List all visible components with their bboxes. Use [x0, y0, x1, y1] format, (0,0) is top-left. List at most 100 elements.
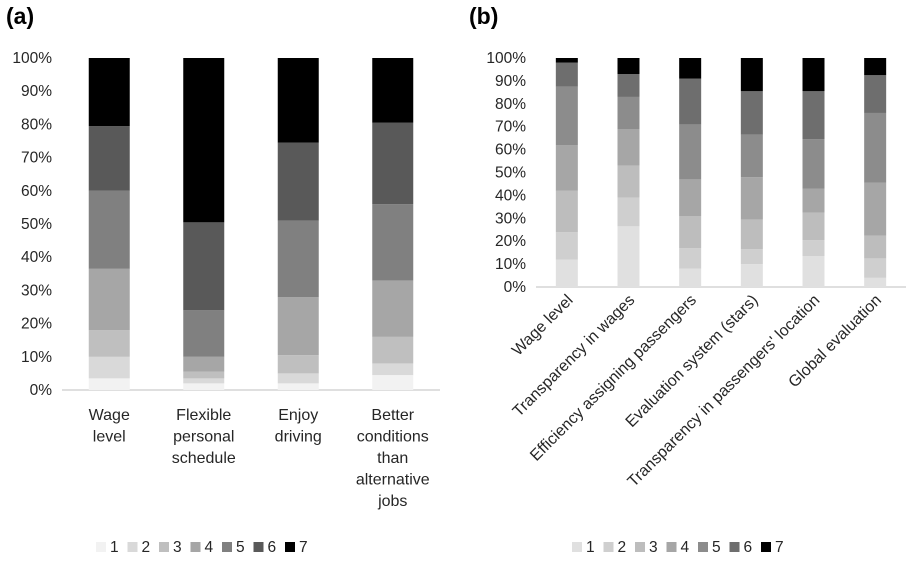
bar-segment-5	[802, 139, 825, 189]
bar-segment-1	[679, 268, 702, 287]
bar-segment-1	[740, 264, 763, 287]
bar-segment-4	[679, 179, 702, 217]
y-tick-label: 20%	[495, 233, 526, 250]
y-tick-label: 80%	[21, 116, 52, 133]
bar-segment-5	[864, 112, 887, 183]
y-tick-label: 70%	[21, 150, 52, 167]
legend-swatch	[285, 542, 295, 552]
bar-segment-3	[88, 330, 130, 357]
bar-segment-4	[183, 356, 225, 372]
y-tick-label: 60%	[21, 183, 52, 200]
chart-b: 0% 10% 20% 30% 40% 50% 60% 70% 80% 90% 100% Wage le…	[486, 50, 906, 556]
bar-segment-3	[802, 212, 825, 241]
y-tick-label: 90%	[495, 73, 526, 90]
bar-segment-2	[277, 373, 319, 384]
bar-segment-7	[372, 58, 414, 123]
bar-segment-6	[617, 74, 640, 97]
bar-segment-5	[740, 134, 763, 178]
x-category-label: than	[377, 450, 408, 467]
legend-swatch	[635, 542, 645, 552]
legend-label: 3	[173, 539, 182, 556]
panel-b-label: (b)	[469, 3, 498, 29]
bar-segment-1	[277, 383, 319, 390]
y-tick-label: 0%	[504, 279, 527, 296]
legend-label: 1	[586, 539, 595, 556]
bar-segment-6	[740, 91, 763, 135]
y-tick-label: 60%	[495, 142, 526, 159]
bar-segment-2	[555, 232, 578, 260]
x-category-label: jobs	[377, 493, 407, 510]
bar-segment-1	[183, 383, 225, 390]
bar-segment-3	[277, 355, 319, 374]
bar-segment-5	[372, 204, 414, 281]
y-tick-label: 40%	[495, 187, 526, 204]
bar-segment-5	[88, 190, 130, 269]
bar-segment-7	[864, 58, 887, 76]
bar-segment-6	[679, 78, 702, 125]
x-category-label: personal	[173, 429, 234, 446]
legend-label: 5	[236, 539, 245, 556]
bar-segment-1	[555, 259, 578, 287]
bar-segment-7	[277, 58, 319, 143]
bar-segment-2	[802, 240, 825, 257]
bar-segment-2	[864, 258, 887, 278]
legend-label: 7	[299, 539, 308, 556]
legend-swatch	[159, 542, 169, 552]
bar-segment-1	[864, 277, 887, 287]
x-category-label: conditions	[357, 429, 429, 446]
legend-label: 4	[205, 539, 214, 556]
x-category-label: Flexible	[176, 407, 231, 424]
x-category-label: level	[93, 429, 126, 446]
bar-segment-4	[802, 188, 825, 213]
bar-segment-7	[679, 58, 702, 79]
y-tick-label: 30%	[21, 282, 52, 299]
legend-swatch	[729, 542, 740, 552]
bar-segment-6	[277, 142, 319, 221]
x-category-label: schedule	[172, 450, 236, 467]
bar-segment-3	[555, 190, 578, 233]
x-category-label: Enjoy	[278, 407, 318, 424]
bar-segment-4	[617, 128, 640, 166]
legend-swatch	[698, 542, 708, 552]
legend-label: 4	[681, 539, 690, 556]
bar-segment-4	[555, 145, 578, 191]
legend-swatch	[222, 542, 232, 552]
bar-segment-1	[802, 256, 825, 287]
bar-segment-1	[617, 226, 640, 287]
bar-segment-7	[555, 58, 578, 63]
bar-segment-3	[679, 216, 702, 249]
legend-label: 7	[775, 539, 784, 556]
legend-swatch	[572, 542, 582, 552]
bar-segment-7	[88, 58, 130, 127]
y-tick-label: 50%	[21, 216, 52, 233]
bar-segment-2	[183, 378, 225, 384]
legend-label: 5	[712, 539, 721, 556]
bar-segment-4	[88, 268, 130, 331]
bar-segment-2	[617, 197, 640, 227]
legend-label: 6	[744, 539, 753, 556]
legend-label: 2	[618, 539, 627, 556]
y-tick-label: 70%	[495, 119, 526, 136]
bar-segment-1	[88, 378, 130, 390]
legend-label: 1	[110, 539, 119, 556]
legend-swatch	[253, 542, 264, 552]
legend-swatch	[190, 542, 201, 552]
y-tick-label: 30%	[495, 210, 526, 227]
legend-label: 3	[649, 539, 658, 556]
bar-segment-5	[617, 96, 640, 129]
x-category-label: driving	[275, 429, 322, 446]
bar-segment-7	[802, 58, 825, 92]
y-tick-label: 20%	[21, 316, 52, 333]
bar-segment-3	[372, 336, 414, 364]
bar-segment-6	[183, 222, 225, 311]
bar-segment-6	[555, 62, 578, 87]
y-tick-label: 10%	[495, 256, 526, 273]
bar-segment-6	[88, 126, 130, 191]
legend-label: 6	[268, 539, 277, 556]
legend-swatch	[761, 542, 771, 552]
bar-segment-5	[183, 310, 225, 357]
legend-swatch	[603, 542, 614, 552]
legend-swatch	[666, 542, 677, 552]
bar-segment-7	[183, 58, 225, 223]
bar-segment-4	[277, 297, 319, 356]
